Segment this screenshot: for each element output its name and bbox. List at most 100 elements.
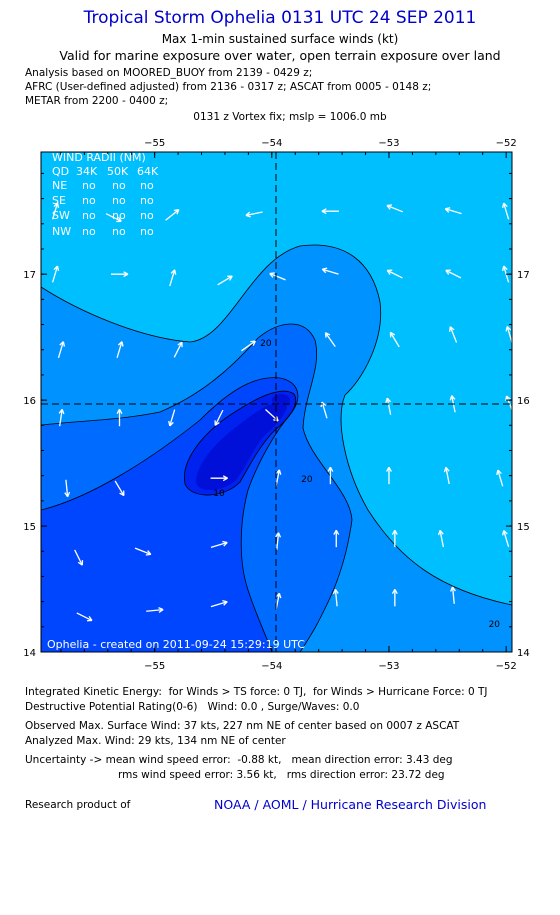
wind-vector-arrow	[245, 211, 263, 218]
wind-radii-h-64: 64K	[137, 165, 159, 178]
x-tick-label: −55	[144, 661, 165, 672]
created-credit: Ophelia - created on 2011-09-24 15:29:19…	[47, 638, 305, 651]
wind-vector-arrow	[51, 202, 60, 220]
wind-radii-quadrant: SW	[52, 209, 70, 222]
wind-vector-arrow	[386, 269, 403, 279]
wind-vector-arrow	[116, 408, 123, 427]
wind-vector-arrow	[391, 589, 398, 607]
wind-vector-arrow	[332, 589, 339, 607]
y-tick-label: 15	[23, 522, 36, 533]
wind-vector-arrow	[51, 265, 60, 283]
y-tick-label: 17	[517, 270, 530, 281]
wind-vector-arrow	[321, 208, 339, 215]
wind-radii-value: no	[140, 194, 154, 207]
source-line-1: Analysis based on MOORED_BUOY from 2139 …	[25, 67, 313, 79]
plot-frame	[40, 151, 513, 653]
x-tick-label: −54	[261, 138, 282, 149]
wind-vector-arrow	[444, 207, 462, 215]
wind-radii-h-qd: QD	[52, 165, 69, 178]
y-tick-label: 14	[23, 648, 36, 659]
x-tick-label: −52	[496, 138, 517, 149]
y-tick-label: 15	[517, 522, 530, 533]
x-tick-label: −53	[378, 661, 399, 672]
wind-vector-arrow	[386, 466, 392, 485]
wind-vector-arrow	[391, 529, 398, 548]
wind-vector-arrow	[76, 612, 93, 622]
wind-radii-h-50: 50K	[107, 165, 129, 178]
wind-vector-arrow	[217, 275, 233, 286]
wind-radii-value: no	[82, 225, 96, 238]
wind-radii-value: no	[112, 225, 126, 238]
wind-radii-value: no	[82, 209, 96, 222]
wind-vector-arrow	[321, 267, 339, 275]
wind-vector-arrow	[241, 340, 256, 352]
contour-level-gt30	[196, 401, 287, 491]
wind-vector-arrow	[496, 469, 504, 487]
wind-radii-quadrant: NW	[52, 225, 71, 238]
wind-vector-arrow	[105, 213, 122, 223]
wind-radii-value: no	[82, 194, 96, 207]
wind-vector-arrow	[445, 269, 462, 279]
wind-vector-arrow	[333, 529, 340, 548]
wind-vector-arrow	[64, 479, 71, 498]
wind-vector-arrow	[443, 466, 450, 485]
wind-vector-arrow	[168, 409, 176, 427]
wind-vector-arrow	[275, 532, 282, 550]
wind-vector-arrow	[505, 326, 512, 343]
uncertainty-line-1: Uncertainty -> mean wind speed error: -0…	[25, 754, 453, 766]
wind-radii-title: WIND RADII (NM)	[52, 151, 146, 164]
source-line-3: METAR from 2200 - 0400 z;	[25, 95, 169, 107]
validity-note: Valid for marine exposure over water, op…	[59, 48, 501, 63]
wind-radii-value: no	[140, 209, 154, 222]
wind-vector-arrow	[502, 530, 510, 547]
dpr-line: Destructive Potential Rating(0-6) Wind: …	[25, 701, 360, 713]
wind-vector-arrow	[502, 202, 510, 220]
y-tick-label: 17	[23, 270, 36, 281]
wind-radii-table: WIND RADII (NM) QD 34K 50K 64K NE no no …	[52, 151, 159, 238]
wind-vector-arrow	[173, 341, 183, 358]
research-label: Research product of	[25, 799, 131, 811]
source-line-2: AFRC (User-defined adjusted) from 2136 -…	[25, 81, 432, 93]
wind-vector-arrow	[58, 408, 65, 427]
wind-vector-arrow	[169, 269, 177, 287]
wind-vector-arrow	[324, 332, 336, 347]
wind-vector-arrow	[116, 341, 124, 359]
wind-radii-value: no	[140, 179, 154, 192]
contour-label: 20	[260, 339, 272, 349]
wind-vector-arrow	[74, 549, 84, 566]
wind-radii-quadrant: SE	[52, 194, 66, 207]
y-tick-label: 16	[23, 396, 36, 407]
chart-title: Tropical Storm Ophelia 0131 UTC 24 SEP 2…	[83, 8, 477, 28]
wind-vector-arrow	[437, 529, 445, 548]
wind-vector-arrow	[210, 600, 228, 608]
contour-fill-layer: 20 20 10 20	[41, 152, 512, 652]
uncertainty-line-2: rms wind speed error: 3.56 kt, rms direc…	[118, 769, 445, 781]
contour-label: 20	[489, 620, 501, 630]
wind-radii-value: no	[112, 179, 126, 192]
wind-vector-arrow	[134, 547, 152, 556]
x-tick-label: −53	[378, 138, 399, 149]
wind-vector-arrow	[450, 586, 456, 604]
wind-vector-arrow	[385, 397, 392, 415]
analyzed-max-line: Analyzed Max. Wind: 29 kts, 134 nm NE of…	[25, 735, 286, 747]
wind-radii-value: no	[140, 225, 154, 238]
y-tick-label: 16	[517, 396, 530, 407]
contour-labels: 20 20 10 20	[213, 339, 500, 630]
wind-vector-arrow	[114, 480, 125, 497]
noaa-aoml-link[interactable]: NOAA / AOML / Hurricane Research Divisio…	[214, 797, 487, 812]
wind-radii-quadrant: NE	[52, 179, 67, 192]
wind-vector-arrow	[389, 331, 400, 348]
x-tick-label: −52	[496, 661, 517, 672]
wind-radii-value: no	[112, 194, 126, 207]
x-tick-label: −55	[144, 138, 165, 149]
wind-vector-arrow	[449, 326, 458, 343]
wind-vectors	[51, 202, 512, 622]
wind-vector-arrow	[386, 204, 403, 213]
vortex-fix-note: 0131 z Vortex fix; mslp = 1006.0 mb	[193, 111, 387, 123]
wind-radii-value: no	[112, 209, 126, 222]
wind-vector-arrow	[210, 540, 228, 549]
contour-label: 20	[301, 475, 313, 485]
wind-vector-arrow	[57, 341, 66, 359]
